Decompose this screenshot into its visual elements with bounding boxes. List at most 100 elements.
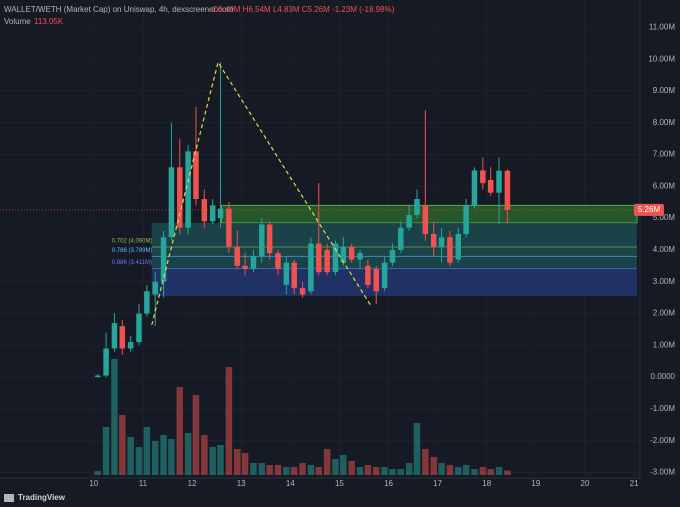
- volume-bar: [119, 415, 126, 475]
- volume-bar: [94, 471, 101, 475]
- volume-bar: [372, 467, 380, 475]
- candle-body: [291, 262, 297, 289]
- candle-body: [389, 249, 396, 263]
- volume-bar: [201, 435, 208, 475]
- candle-body: [463, 205, 469, 235]
- candle-body: [266, 224, 273, 254]
- y-tick-label: -3.00M: [650, 468, 675, 477]
- fib-label: 0.886 (3.411M): [112, 260, 152, 266]
- volume-legend: 113.05K: [34, 17, 64, 26]
- candle-body: [438, 237, 445, 247]
- last-price-label: 5.26M: [638, 205, 661, 214]
- y-tick-label: 2.00M: [653, 309, 676, 318]
- volume-bar: [184, 433, 192, 475]
- candle-body: [275, 253, 281, 270]
- y-tick-label: -2.00M: [650, 436, 675, 445]
- volume-bar: [233, 449, 241, 475]
- candle-body: [487, 179, 494, 193]
- volume-bar: [176, 387, 184, 475]
- candle-body: [308, 243, 314, 292]
- y-tick-label: 1.00M: [653, 340, 676, 349]
- candle-body: [152, 281, 158, 295]
- volume-bar: [241, 453, 249, 475]
- candle-body: [160, 237, 167, 282]
- volume-bar: [462, 465, 470, 475]
- y-tick-label: 3.00M: [653, 277, 676, 286]
- plot: 11.00M 10.00M 9.00M 8.00M 7.00M 6.00M 5.00M 4.0…: [0, 0, 676, 488]
- candle-body: [447, 237, 453, 263]
- y-tick-label: 10.00M: [648, 54, 675, 63]
- x-tick-label: 17: [433, 479, 442, 488]
- volume-bar: [397, 469, 405, 475]
- candle-body: [365, 265, 371, 285]
- volume-bar: [364, 465, 372, 475]
- y-tick-label: 0.0000: [651, 372, 676, 381]
- x-tick-label: 12: [188, 479, 197, 488]
- volume-bar: [143, 427, 151, 475]
- candle-body: [127, 342, 134, 349]
- volume-bar: [274, 465, 282, 475]
- volume-bar: [160, 435, 167, 475]
- x-tick-label: 16: [384, 479, 393, 488]
- volume-bar: [413, 423, 421, 475]
- volume-bar: [405, 463, 413, 475]
- volume-bar: [340, 455, 347, 475]
- pattern-line: [151, 60, 373, 326]
- volume-bar: [250, 463, 257, 475]
- candle-body: [217, 208, 224, 219]
- y-tick-label: -1.00M: [650, 404, 675, 413]
- y-tick-label: 9.00M: [653, 86, 676, 95]
- x-tick-label: 19: [531, 479, 540, 488]
- volume-bar: [495, 467, 503, 475]
- volume-bar: [381, 467, 388, 475]
- volume-bar: [315, 467, 323, 475]
- fib-label: 0.786 (3.799M): [112, 248, 153, 254]
- volume-bar: [192, 395, 200, 475]
- volume-bar: [151, 441, 159, 475]
- volume-bar: [290, 467, 298, 475]
- candle-body: [250, 256, 257, 270]
- candle-body: [193, 151, 199, 200]
- candle-body: [381, 262, 388, 289]
- x-tick-label: 21: [630, 479, 639, 488]
- x-tick-label: 13: [237, 479, 246, 488]
- volume-bar: [504, 470, 511, 475]
- x-tick-label: 14: [286, 479, 295, 488]
- candle-body: [480, 170, 486, 184]
- volume-bar: [348, 461, 355, 475]
- volume-bar: [217, 445, 224, 475]
- candle-body: [299, 288, 306, 295]
- zone: [151, 269, 637, 297]
- candle-body: [209, 205, 216, 222]
- x-tick-label: 11: [139, 479, 148, 488]
- y-tick-label: 5.00M: [653, 213, 676, 222]
- volume-bar: [332, 459, 339, 475]
- candle-body: [144, 291, 150, 314]
- volume-bar: [102, 427, 110, 475]
- volume-bar: [135, 447, 143, 475]
- candle-body: [471, 170, 478, 206]
- y-tick-label: 8.00M: [653, 118, 676, 127]
- candle-body: [414, 199, 420, 215]
- candle-body: [185, 151, 191, 228]
- volume-bar: [430, 457, 437, 475]
- volume-bar: [446, 465, 454, 475]
- volume-bar: [323, 449, 331, 475]
- candle-body: [259, 224, 265, 257]
- last-price-tag: [634, 203, 664, 216]
- chart-title: WALLET/WETH (Market Cap) on Uniswap, 4h,…: [4, 5, 233, 14]
- volume-bar: [283, 467, 290, 475]
- watermark[interactable]: TradingView: [18, 493, 66, 502]
- candle-body: [316, 243, 322, 273]
- y-tick-label: 11.00M: [649, 22, 675, 31]
- candle-body: [504, 170, 511, 210]
- logo: [4, 494, 14, 502]
- volume-bar: [209, 447, 216, 475]
- volume-bar: [307, 465, 315, 475]
- x-tick-label: 10: [89, 479, 98, 488]
- candle-body: [430, 234, 437, 247]
- volume-bar: [389, 469, 396, 475]
- volume-bar: [168, 439, 175, 475]
